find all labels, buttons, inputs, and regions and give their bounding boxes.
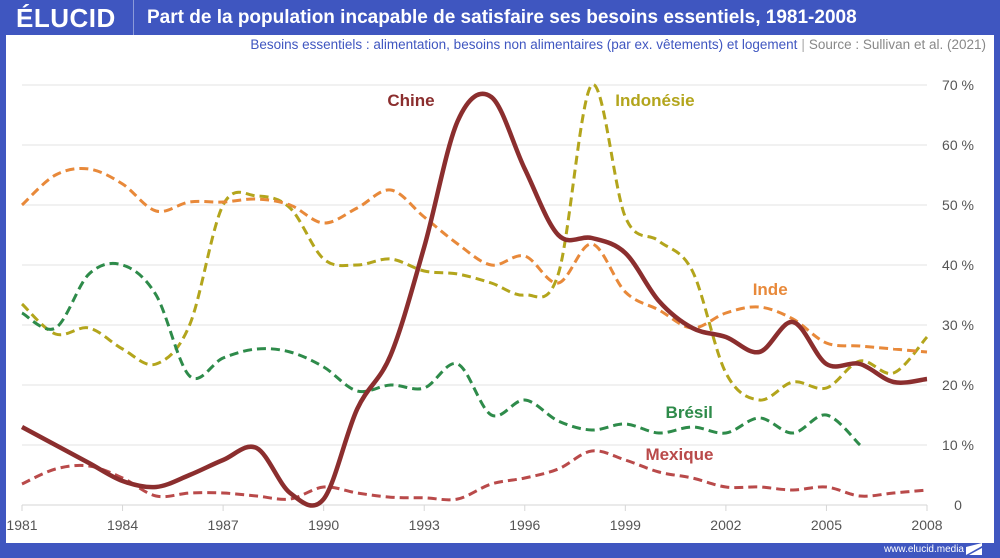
x-tick-label: 1981	[6, 517, 37, 533]
x-tick-label: 1987	[208, 517, 239, 533]
subtitle-note: Besoins essentiels : alimentation, besoi…	[250, 37, 798, 52]
y-tick-label: 0	[954, 497, 962, 513]
series-line-mexique	[21, 449, 928, 502]
elucid-flag-icon	[966, 543, 982, 555]
y-tick-label: 70 %	[942, 77, 974, 93]
source-text: Source : Sullivan et al. (2021)	[808, 37, 986, 52]
x-tick-label: 1999	[610, 517, 641, 533]
series-label-chine: Chine	[387, 91, 434, 110]
logo-divider	[133, 0, 134, 35]
y-tick-label: 20 %	[942, 377, 974, 393]
series-line-indonesie	[20, 83, 929, 402]
series-label-indonesie: Indonésie	[615, 91, 694, 110]
x-tick-label: 2008	[911, 517, 942, 533]
y-tick-label: 10 %	[942, 437, 974, 453]
x-axis: 1981 1984 1987 1990 1993 1996 1999 2002 2005 2008	[6, 505, 943, 533]
series-label-mexique: Mexique	[645, 445, 713, 464]
x-tick-label: 1996	[509, 517, 540, 533]
series-labels: Chine Indonésie Inde Brésil Mexique	[387, 91, 787, 464]
y-tick-label: 60 %	[942, 137, 974, 153]
subtitle-separator: |	[801, 37, 805, 52]
grid-lines	[22, 84, 927, 506]
y-axis: 0 10 % 20 % 30 % 40 % 50 % 60 % 70 %	[942, 77, 974, 513]
series-lines	[20, 83, 929, 508]
x-tick-label: 2002	[710, 517, 741, 533]
series-line-inde	[20, 166, 928, 354]
x-tick-label: 1993	[409, 517, 440, 533]
y-tick-label: 50 %	[942, 197, 974, 213]
series-line-chine	[20, 91, 928, 508]
footer-url[interactable]: www.elucid.media	[883, 544, 964, 555]
series-label-bresil: Brésil	[666, 403, 713, 422]
series-line-bresil	[21, 261, 862, 447]
chart-title: Part de la population incapable de satis…	[147, 7, 857, 28]
y-tick-label: 40 %	[942, 257, 974, 273]
elucid-logo: ÉLUCID	[16, 3, 116, 33]
x-tick-label: 1990	[308, 517, 339, 533]
chart-subtitle: Besoins essentiels : alimentation, besoi…	[250, 37, 986, 52]
header-bar: ÉLUCID Part de la population incapable d…	[0, 0, 1000, 35]
chart-panel: Besoins essentiels : alimentation, besoi…	[6, 35, 994, 543]
y-tick-label: 30 %	[942, 317, 974, 333]
x-tick-label: 2005	[811, 517, 842, 533]
series-label-inde: Inde	[753, 280, 788, 299]
x-tick-label: 1984	[107, 517, 138, 533]
